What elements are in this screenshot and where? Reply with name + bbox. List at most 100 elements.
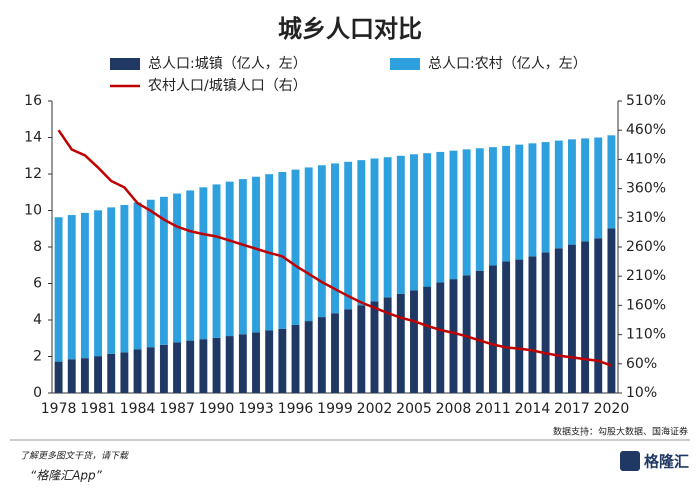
bar [304, 321, 313, 393]
bar [436, 151, 445, 283]
bar [489, 265, 497, 393]
bar [383, 157, 392, 298]
y2-tick-label: 310% [626, 210, 666, 226]
bar [80, 212, 89, 359]
bar [396, 293, 405, 393]
bar [54, 217, 63, 362]
bar [107, 353, 116, 393]
bar [502, 145, 511, 262]
x-tick-label: 1990 [199, 401, 235, 417]
y-tick-label: 16 [24, 93, 42, 109]
bar [489, 147, 497, 266]
x-tick-label: 1981 [80, 401, 116, 417]
bar [199, 339, 208, 393]
bar [238, 334, 247, 393]
x-tick-label: 1996 [278, 401, 314, 417]
y-tick-label: 8 [33, 239, 42, 255]
bar [594, 137, 603, 239]
x-tick-label: 2011 [475, 401, 511, 417]
x-tick-label: 1984 [120, 401, 156, 417]
y2-tick-label: 510% [626, 93, 666, 109]
bar [133, 202, 142, 350]
x-tick-label: 1993 [238, 401, 274, 417]
bar [344, 309, 353, 393]
bar [541, 252, 550, 393]
y-tick-label: 14 [24, 130, 42, 146]
x-tick-label: 1978 [41, 401, 77, 417]
bar [317, 165, 326, 318]
y2-tick-label: 60% [626, 356, 657, 372]
y2-tick-label: 410% [626, 151, 666, 167]
x-tick-label: 2008 [436, 401, 472, 417]
bar [238, 179, 247, 335]
bar [462, 149, 471, 276]
bar [515, 144, 524, 260]
x-tick-label: 2014 [515, 401, 551, 417]
bar [462, 275, 471, 393]
bar [317, 317, 326, 393]
legend-label: 总人口:城镇（亿人，左） [148, 56, 307, 72]
bar [449, 279, 458, 393]
bar [541, 142, 550, 253]
bar [357, 160, 366, 306]
bar [554, 140, 563, 249]
y-tick-label: 12 [24, 166, 42, 182]
y2-tick-label: 160% [626, 297, 666, 313]
bar [502, 261, 511, 393]
bar [423, 286, 432, 393]
x-tick-label: 1999 [317, 401, 353, 417]
y-tick-label: 2 [33, 349, 42, 365]
bar [475, 270, 484, 393]
source: 数据支持：勾股大数据、国海证券 [553, 426, 688, 438]
bar [581, 241, 590, 393]
bar [331, 313, 339, 393]
legend-label: 农村人口/城镇人口（右） [148, 78, 307, 94]
y2-tick-label: 460% [626, 122, 666, 138]
bar [173, 342, 181, 393]
bar [94, 210, 103, 357]
y-tick-label: 0 [33, 385, 42, 401]
bar [265, 330, 274, 393]
bar [159, 344, 168, 393]
bar [212, 337, 221, 393]
y2-tick-label: 10% [626, 385, 657, 401]
bar [475, 148, 484, 271]
x-tick-label: 2002 [357, 401, 393, 417]
bar [54, 361, 63, 393]
bar [67, 359, 76, 393]
y-tick-label: 6 [33, 276, 42, 292]
y2-tick-label: 260% [626, 239, 666, 255]
bar [146, 347, 155, 393]
bar [410, 154, 418, 291]
bar [291, 324, 300, 393]
bar [186, 340, 195, 393]
bar [173, 193, 181, 343]
bar [159, 196, 168, 345]
footer-text: 了解更多图文干货，请下载 [20, 451, 129, 462]
y2-tick-label: 210% [626, 268, 666, 284]
bar [357, 305, 366, 393]
bar [278, 171, 287, 329]
logo-icon [620, 451, 640, 471]
bar [567, 244, 576, 393]
legend-label: 总人口:农村（亿人，左） [428, 56, 587, 72]
legend-swatch [110, 58, 140, 70]
bar [212, 184, 221, 338]
y-tick-label: 4 [33, 312, 42, 328]
bar [94, 356, 103, 393]
x-tick-label: 1987 [159, 401, 195, 417]
bar [252, 176, 260, 333]
y2-tick-label: 360% [626, 181, 666, 197]
bar [436, 282, 445, 393]
bar [186, 190, 195, 341]
bar [278, 328, 287, 393]
bar [120, 352, 129, 393]
bar [146, 199, 155, 348]
y-tick-label: 10 [24, 203, 42, 219]
bar [581, 138, 590, 242]
bar [120, 205, 129, 353]
bar [291, 169, 300, 325]
bar [199, 187, 208, 340]
y2-tick-label: 110% [626, 327, 666, 343]
